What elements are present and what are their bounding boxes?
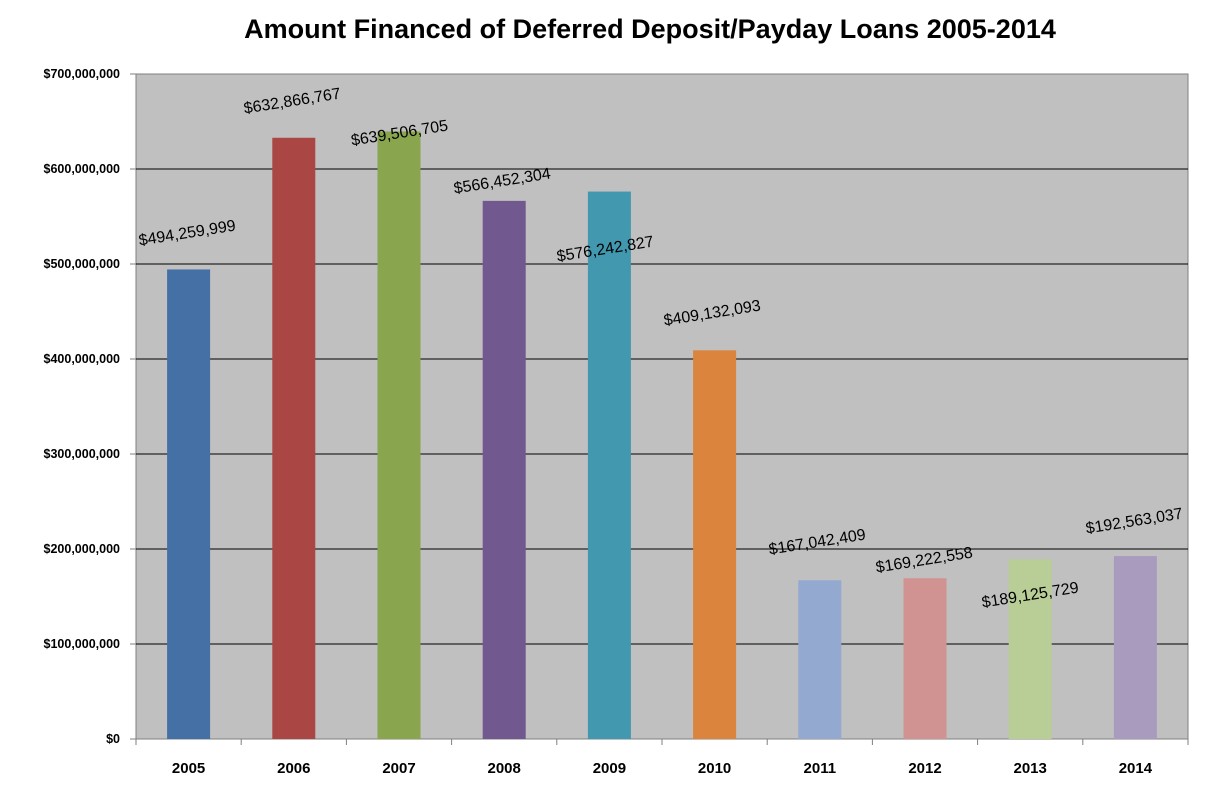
x-tick-label: 2013: [1014, 760, 1047, 777]
x-axis-tick-labels: 2005 2006 2007 2008 2009 2010 2011 2012 2013 2014: [172, 760, 1153, 777]
bar-2007: [377, 131, 421, 739]
x-tick-label: 2008: [488, 760, 521, 777]
y-tick-label: $100,000,000: [44, 637, 121, 651]
bar-2012: [903, 578, 947, 739]
bar-2011: [798, 580, 842, 739]
bars: [167, 131, 1157, 740]
x-tick-label: 2009: [593, 760, 626, 777]
bar-2008: [482, 200, 526, 740]
y-tick-label: $0: [106, 732, 120, 746]
x-tick-label: 2010: [698, 760, 731, 777]
bar-2014: [1113, 556, 1157, 739]
y-tick-label: $700,000,000: [44, 67, 121, 81]
x-tick-label: 2011: [804, 760, 837, 777]
x-tick-label: 2012: [908, 760, 941, 777]
x-tick-label: 2007: [382, 760, 415, 777]
x-tick-label: 2014: [1119, 760, 1153, 777]
y-tick-label: $300,000,000: [44, 447, 121, 461]
y-tick-label: $600,000,000: [44, 162, 121, 176]
y-tick-label: $500,000,000: [44, 257, 121, 271]
y-axis-tick-labels: $0 $100,000,000 $200,000,000 $300,000,000 $4…: [44, 67, 121, 746]
x-tick-label: 2006: [277, 760, 310, 777]
y-tick-label: $200,000,000: [44, 542, 121, 556]
bar-2013: [1008, 559, 1052, 739]
y-tick-label: $400,000,000: [44, 352, 121, 366]
bar-2009: [587, 191, 631, 739]
bar-2006: [272, 137, 316, 740]
bar-2010: [693, 350, 737, 739]
x-tick-label: 2005: [172, 760, 205, 777]
chart-title: Amount Financed of Deferred Deposit/Payd…: [244, 14, 1056, 44]
bar-2005: [167, 269, 211, 739]
